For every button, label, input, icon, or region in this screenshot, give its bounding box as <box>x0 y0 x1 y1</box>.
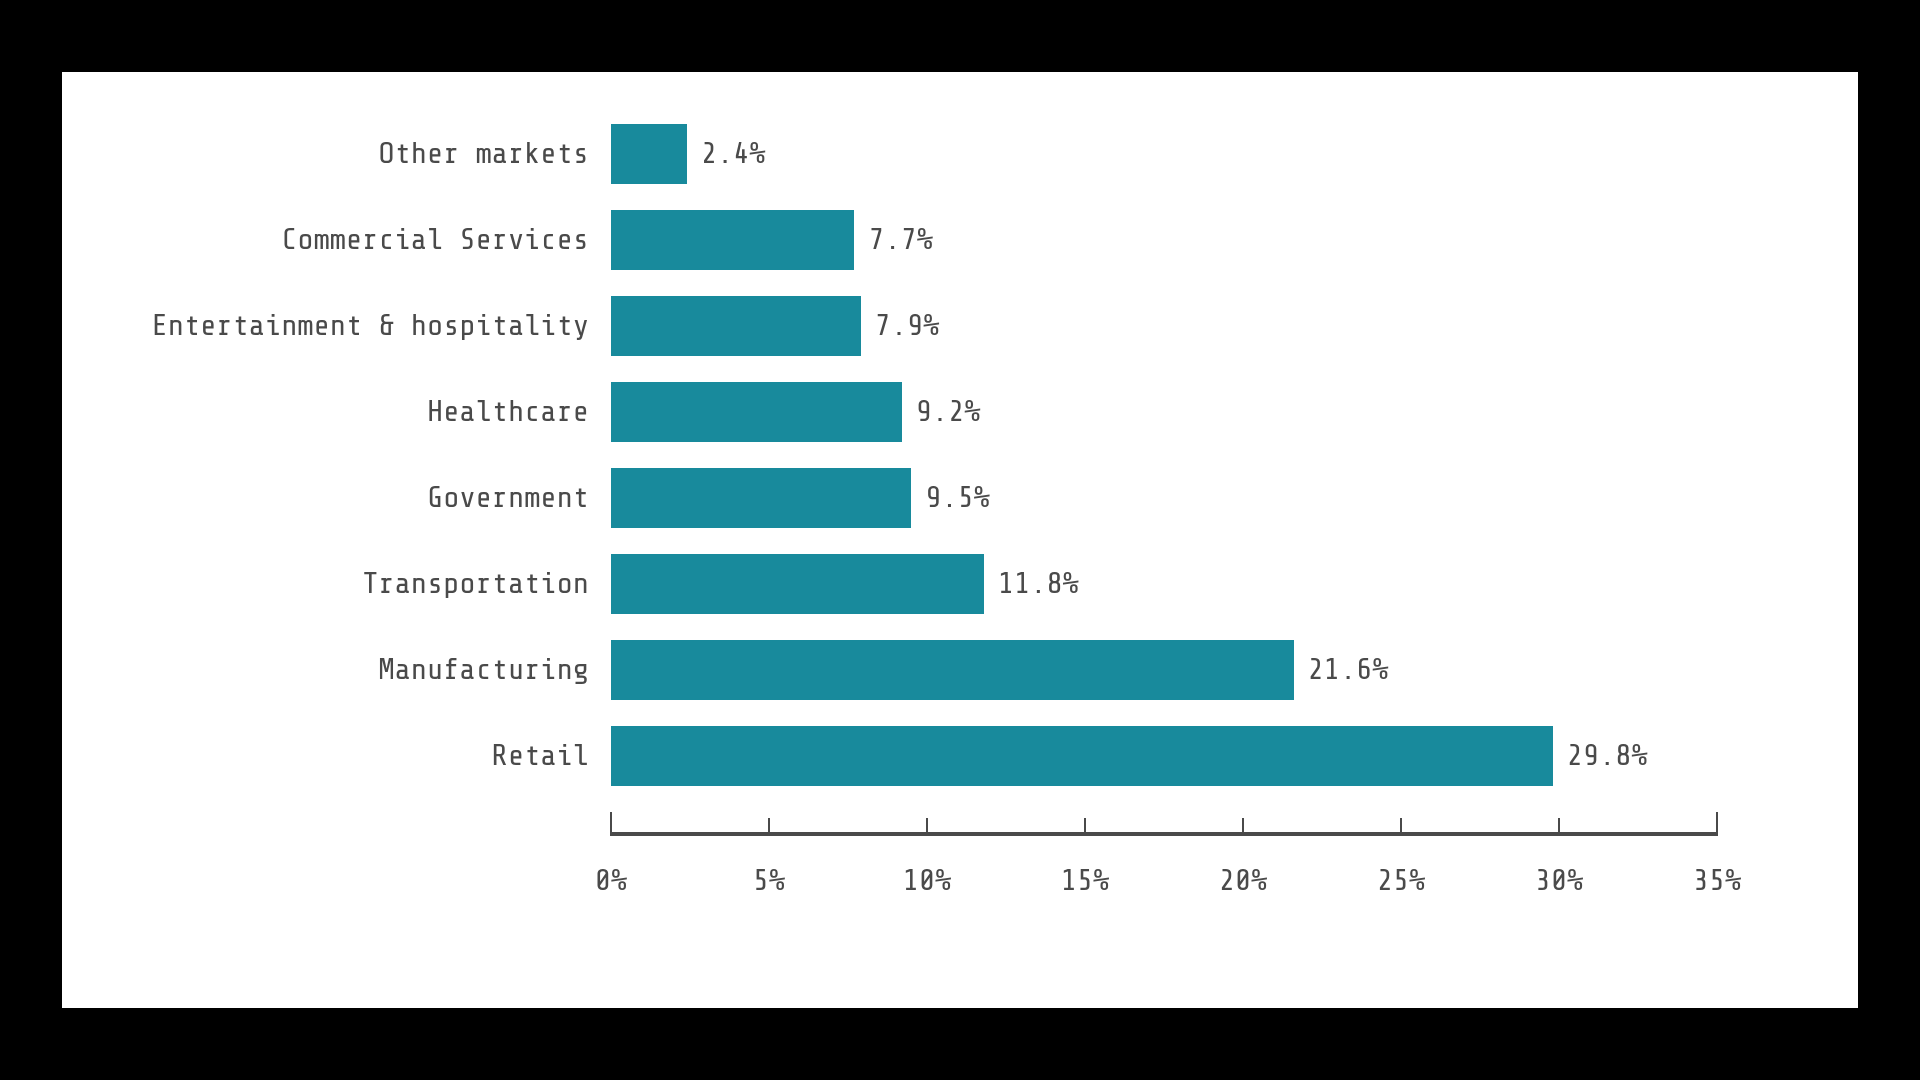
category-label: Retail <box>492 739 589 773</box>
bar: 7.7% <box>611 210 854 270</box>
x-axis-tick <box>926 818 928 836</box>
bar: 7.9% <box>611 296 861 356</box>
bar: 9.2% <box>611 382 902 442</box>
bar: 11.8% <box>611 554 984 614</box>
plot-area: Other markets2.4% Commercial Services7.7%… <box>611 106 1717 802</box>
x-axis-tick-label: 15% <box>1061 864 1110 898</box>
x-axis-tick-label: 35% <box>1693 864 1742 898</box>
x-axis-tick <box>610 812 612 836</box>
bar: 2.4% <box>611 124 687 184</box>
x-axis-tick <box>1716 812 1718 836</box>
x-axis-tick-label: 0% <box>595 864 627 898</box>
chart-panel: Other markets2.4%Commercial Services7.7%… <box>62 72 1858 1008</box>
bar-row: Healthcare9.2% <box>611 382 1717 442</box>
x-axis-tick-label: 30% <box>1535 864 1584 898</box>
x-axis-tick-label: 5% <box>753 864 785 898</box>
market-share-chart: Other markets2.4%Commercial Services7.7%… <box>62 72 1858 1008</box>
x-axis-tick-label: 25% <box>1377 864 1426 898</box>
bar: 9.5% <box>611 468 911 528</box>
bar: 29.8% <box>611 726 1553 786</box>
bar-value-label: 9.5% <box>925 481 990 515</box>
bar-row: Commercial Services7.7% <box>611 210 1717 270</box>
bar-value-label: 29.8% <box>1567 739 1648 773</box>
category-label: Other markets <box>378 137 589 171</box>
category-label: Manufacturing <box>378 653 589 687</box>
bar-value-label: 11.8% <box>998 567 1079 601</box>
bar-value-label: 21.6% <box>1308 653 1389 687</box>
x-axis-tick <box>1558 818 1560 836</box>
bar-value-label: 2.4% <box>701 137 766 171</box>
category-label: Commercial Services <box>281 223 589 257</box>
category-label: Entertainment & hospitality <box>152 309 589 343</box>
bar-row: Transportation11.8% <box>611 554 1717 614</box>
x-axis-tick <box>1242 818 1244 836</box>
x-axis-tick <box>1084 818 1086 836</box>
bar-value-label: 7.9% <box>875 309 940 343</box>
bar-row: Manufacturing21.6% <box>611 640 1717 700</box>
x-axis-line <box>611 832 1717 836</box>
bar-row: Government9.5% <box>611 468 1717 528</box>
bar-row: Other markets2.4% <box>611 124 1717 184</box>
x-axis-tick-label: 20% <box>1219 864 1268 898</box>
x-axis-tick <box>768 818 770 836</box>
bar-value-label: 9.2% <box>916 395 981 429</box>
canvas: Other markets2.4%Commercial Services7.7%… <box>0 0 1920 1080</box>
category-label: Government <box>427 481 589 515</box>
category-label: Transportation <box>362 567 589 601</box>
bar-row: Entertainment & hospitality7.9% <box>611 296 1717 356</box>
x-axis-tick <box>1400 818 1402 836</box>
category-label: Healthcare <box>427 395 589 429</box>
x-axis-tick-label: 10% <box>903 864 952 898</box>
bar: 21.6% <box>611 640 1294 700</box>
bar-row: Retail29.8% <box>611 726 1717 786</box>
bar-value-label: 7.7% <box>868 223 933 257</box>
